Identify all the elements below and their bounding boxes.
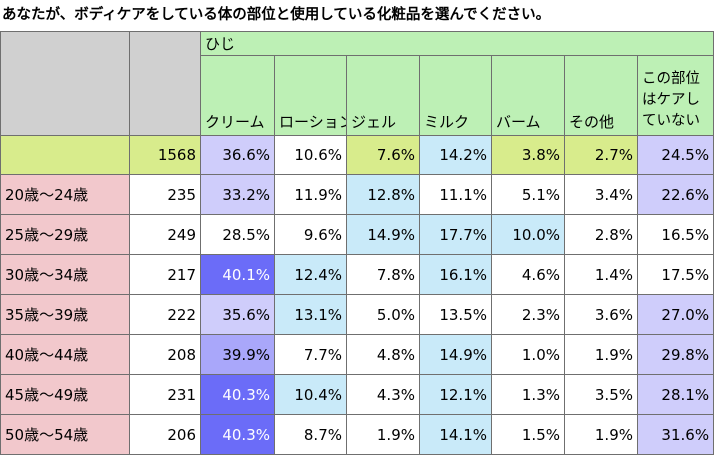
value-cell: 8.7% (274, 414, 347, 455)
sample-size-cell: 217 (129, 254, 201, 295)
value-cell: 10.0% (491, 214, 565, 255)
data-table: ひじ クリーム ローション ジェル ミルク バーム その他 この部位はケアしてい… (0, 31, 714, 455)
value-cell: 14.9% (346, 214, 420, 255)
sample-size-cell: 208 (129, 334, 201, 375)
table-row: 35歳～39歳 222 35.6% 13.1% 5.0% 13.5% 2.3% 3.6% 27.… (0, 294, 714, 335)
column-header: この部位はケアしていない (636, 55, 714, 136)
table-row: 50歳～54歳 206 40.3% 8.7% 1.9% 14.1% 1.5% 1.9% 31.6… (0, 414, 714, 455)
value-cell: 10.6% (274, 135, 347, 175)
column-header: バーム (491, 55, 565, 136)
sample-size-cell: 235 (129, 174, 201, 215)
value-cell: 36.6% (200, 135, 275, 175)
value-cell: 1.3% (491, 374, 565, 415)
value-cell: 22.6% (636, 174, 714, 215)
value-cell: 14.2% (419, 135, 492, 175)
value-cell: 3.5% (564, 374, 638, 415)
corner-cell (0, 31, 130, 136)
value-cell: 9.6% (274, 214, 347, 255)
value-cell: 40.3% (200, 374, 275, 415)
column-header: その他 (564, 55, 638, 136)
value-cell: 1.9% (346, 414, 420, 455)
value-cell: 14.9% (419, 334, 492, 375)
row-label-cell: 20歳～24歳 (0, 174, 130, 215)
value-cell: 24.5% (636, 135, 714, 175)
total-row: 1568 36.6% 10.6% 7.6% 14.2% 3.8% 2.7% 24.5% (0, 135, 714, 175)
row-label-cell (0, 135, 130, 175)
value-cell: 40.3% (200, 414, 275, 455)
value-cell: 7.7% (274, 334, 347, 375)
value-cell: 17.5% (636, 254, 714, 295)
sample-size-cell: 249 (129, 214, 201, 255)
value-cell: 11.1% (419, 174, 492, 215)
value-cell: 33.2% (200, 174, 275, 215)
value-cell: 12.1% (419, 374, 492, 415)
value-cell: 1.0% (491, 334, 565, 375)
value-cell: 12.4% (274, 254, 347, 295)
table-row: 20歳～24歳 235 33.2% 11.9% 12.8% 11.1% 5.1% 3.4% 22… (0, 174, 714, 215)
row-label-cell: 45歳～49歳 (0, 374, 130, 415)
row-label-cell: 40歳～44歳 (0, 334, 130, 375)
value-cell: 1.5% (491, 414, 565, 455)
column-header: ジェル (346, 55, 420, 136)
value-cell: 4.3% (346, 374, 420, 415)
value-cell: 28.1% (636, 374, 714, 415)
value-cell: 16.1% (419, 254, 492, 295)
n-header-cell (129, 31, 201, 136)
sample-size-cell: 206 (129, 414, 201, 455)
column-header: ローション (274, 55, 347, 136)
value-cell: 35.6% (200, 294, 275, 335)
sample-size-cell: 222 (129, 294, 201, 335)
value-cell: 7.6% (346, 135, 420, 175)
row-label-cell: 25歳～29歳 (0, 214, 130, 255)
value-cell: 5.1% (491, 174, 565, 215)
value-cell: 2.7% (564, 135, 638, 175)
value-cell: 3.6% (564, 294, 638, 335)
value-cell: 2.8% (564, 214, 638, 255)
page-title: あなたが、ボディケアをしている体の部位と使用している化粧品を選んでください。 (2, 7, 551, 23)
header-row-group: ひじ (0, 31, 714, 136)
value-cell: 17.7% (419, 214, 492, 255)
sample-size-cell: 231 (129, 374, 201, 415)
row-label-cell: 35歳～39歳 (0, 294, 130, 335)
group-header-cell: ひじ (199, 31, 714, 56)
value-cell: 12.8% (346, 174, 420, 215)
table-row: 30歳～34歳 217 40.1% 12.4% 7.8% 16.1% 4.6% 1.4% 17.… (0, 254, 714, 295)
column-header: クリーム (200, 55, 275, 136)
value-cell: 14.1% (419, 414, 492, 455)
value-cell: 3.8% (491, 135, 565, 175)
value-cell: 13.1% (274, 294, 347, 335)
value-cell: 31.6% (636, 414, 714, 455)
value-cell: 4.6% (491, 254, 565, 295)
value-cell: 16.5% (636, 214, 714, 255)
table-row: 25歳～29歳 249 28.5% 9.6% 14.9% 17.7% 10.0% 2.8% 16… (0, 214, 714, 255)
value-cell: 40.1% (200, 254, 275, 295)
table-row: 45歳～49歳 231 40.3% 10.4% 4.3% 12.1% 1.3% 3.5% 28.… (0, 374, 714, 415)
value-cell: 28.5% (200, 214, 275, 255)
value-cell: 4.8% (346, 334, 420, 375)
row-label-cell: 50歳～54歳 (0, 414, 130, 455)
value-cell: 27.0% (636, 294, 714, 335)
value-cell: 11.9% (274, 174, 347, 215)
value-cell: 13.5% (419, 294, 492, 335)
value-cell: 39.9% (200, 334, 275, 375)
value-cell: 1.9% (564, 414, 638, 455)
sample-size-cell: 1568 (129, 135, 201, 175)
value-cell: 1.9% (564, 334, 638, 375)
value-cell: 5.0% (346, 294, 420, 335)
value-cell: 1.4% (564, 254, 638, 295)
row-label-cell: 30歳～34歳 (0, 254, 130, 295)
column-header: ミルク (419, 55, 492, 136)
value-cell: 7.8% (346, 254, 420, 295)
header-row-columns: クリーム ローション ジェル ミルク バーム その他 この部位はケアしていない (1, 55, 714, 136)
table-row: 40歳～44歳 208 39.9% 7.7% 4.8% 14.9% 1.0% 1.9% 29.8… (0, 334, 714, 375)
value-cell: 10.4% (274, 374, 347, 415)
value-cell: 2.3% (491, 294, 565, 335)
value-cell: 29.8% (636, 334, 714, 375)
value-cell: 3.4% (564, 174, 638, 215)
